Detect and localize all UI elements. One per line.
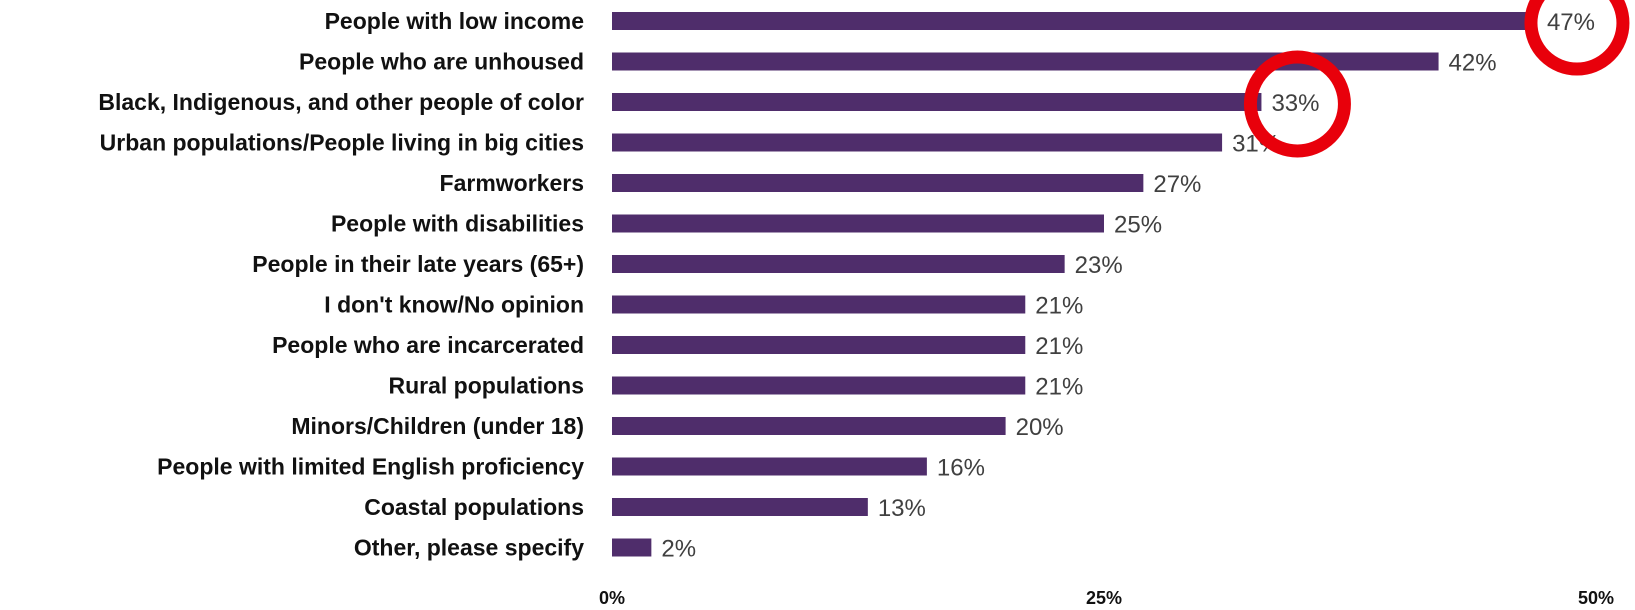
bar [612,93,1262,111]
bar [612,538,652,557]
category-label: People who are incarcerated [272,332,584,358]
category-label: Coastal populations [364,494,584,520]
bar [612,174,1144,192]
category-label: People in their late years (65+) [252,251,584,277]
value-label: 21% [1035,374,1083,401]
category-label: People with low income [325,8,584,34]
value-label: 20% [1016,414,1064,441]
highlight-circle [1243,50,1351,158]
category-label: Urban populations/People living in big c… [100,130,584,156]
bar [612,457,927,476]
bar [612,376,1026,395]
category-label: Other, please specify [354,535,584,561]
value-label: 21% [1035,333,1083,360]
value-label: 13% [878,495,926,522]
highlight-circle [1524,0,1630,76]
bar [612,417,1006,435]
bar [612,52,1439,71]
bar [612,255,1065,273]
value-label: 33% [1271,90,1319,117]
bar [612,295,1026,314]
category-label: People with disabilities [331,211,584,237]
value-label: 42% [1449,50,1497,77]
x-tick-label: 25% [1086,588,1122,608]
bar [612,12,1537,30]
category-label: I don't know/No opinion [324,292,584,318]
category-label: Minors/Children (under 18) [291,413,584,439]
bar [612,214,1104,233]
value-label: 2% [661,536,696,563]
category-label: Farmworkers [440,170,584,196]
category-label: People with limited English proficiency [157,454,584,480]
value-label: 21% [1035,293,1083,320]
category-label: People who are unhoused [299,49,584,75]
bar [612,336,1026,354]
value-label: 25% [1114,212,1162,239]
x-tick-label: 0% [599,588,625,608]
value-label: 23% [1075,252,1123,279]
value-label: 47% [1547,9,1595,36]
x-tick-label: 50% [1578,588,1614,608]
value-label: 27% [1153,171,1201,198]
value-label: 16% [937,455,985,482]
bar [612,133,1223,152]
category-label: Rural populations [389,373,585,399]
bar [612,498,868,516]
category-label: Black, Indigenous, and other people of c… [98,89,584,115]
